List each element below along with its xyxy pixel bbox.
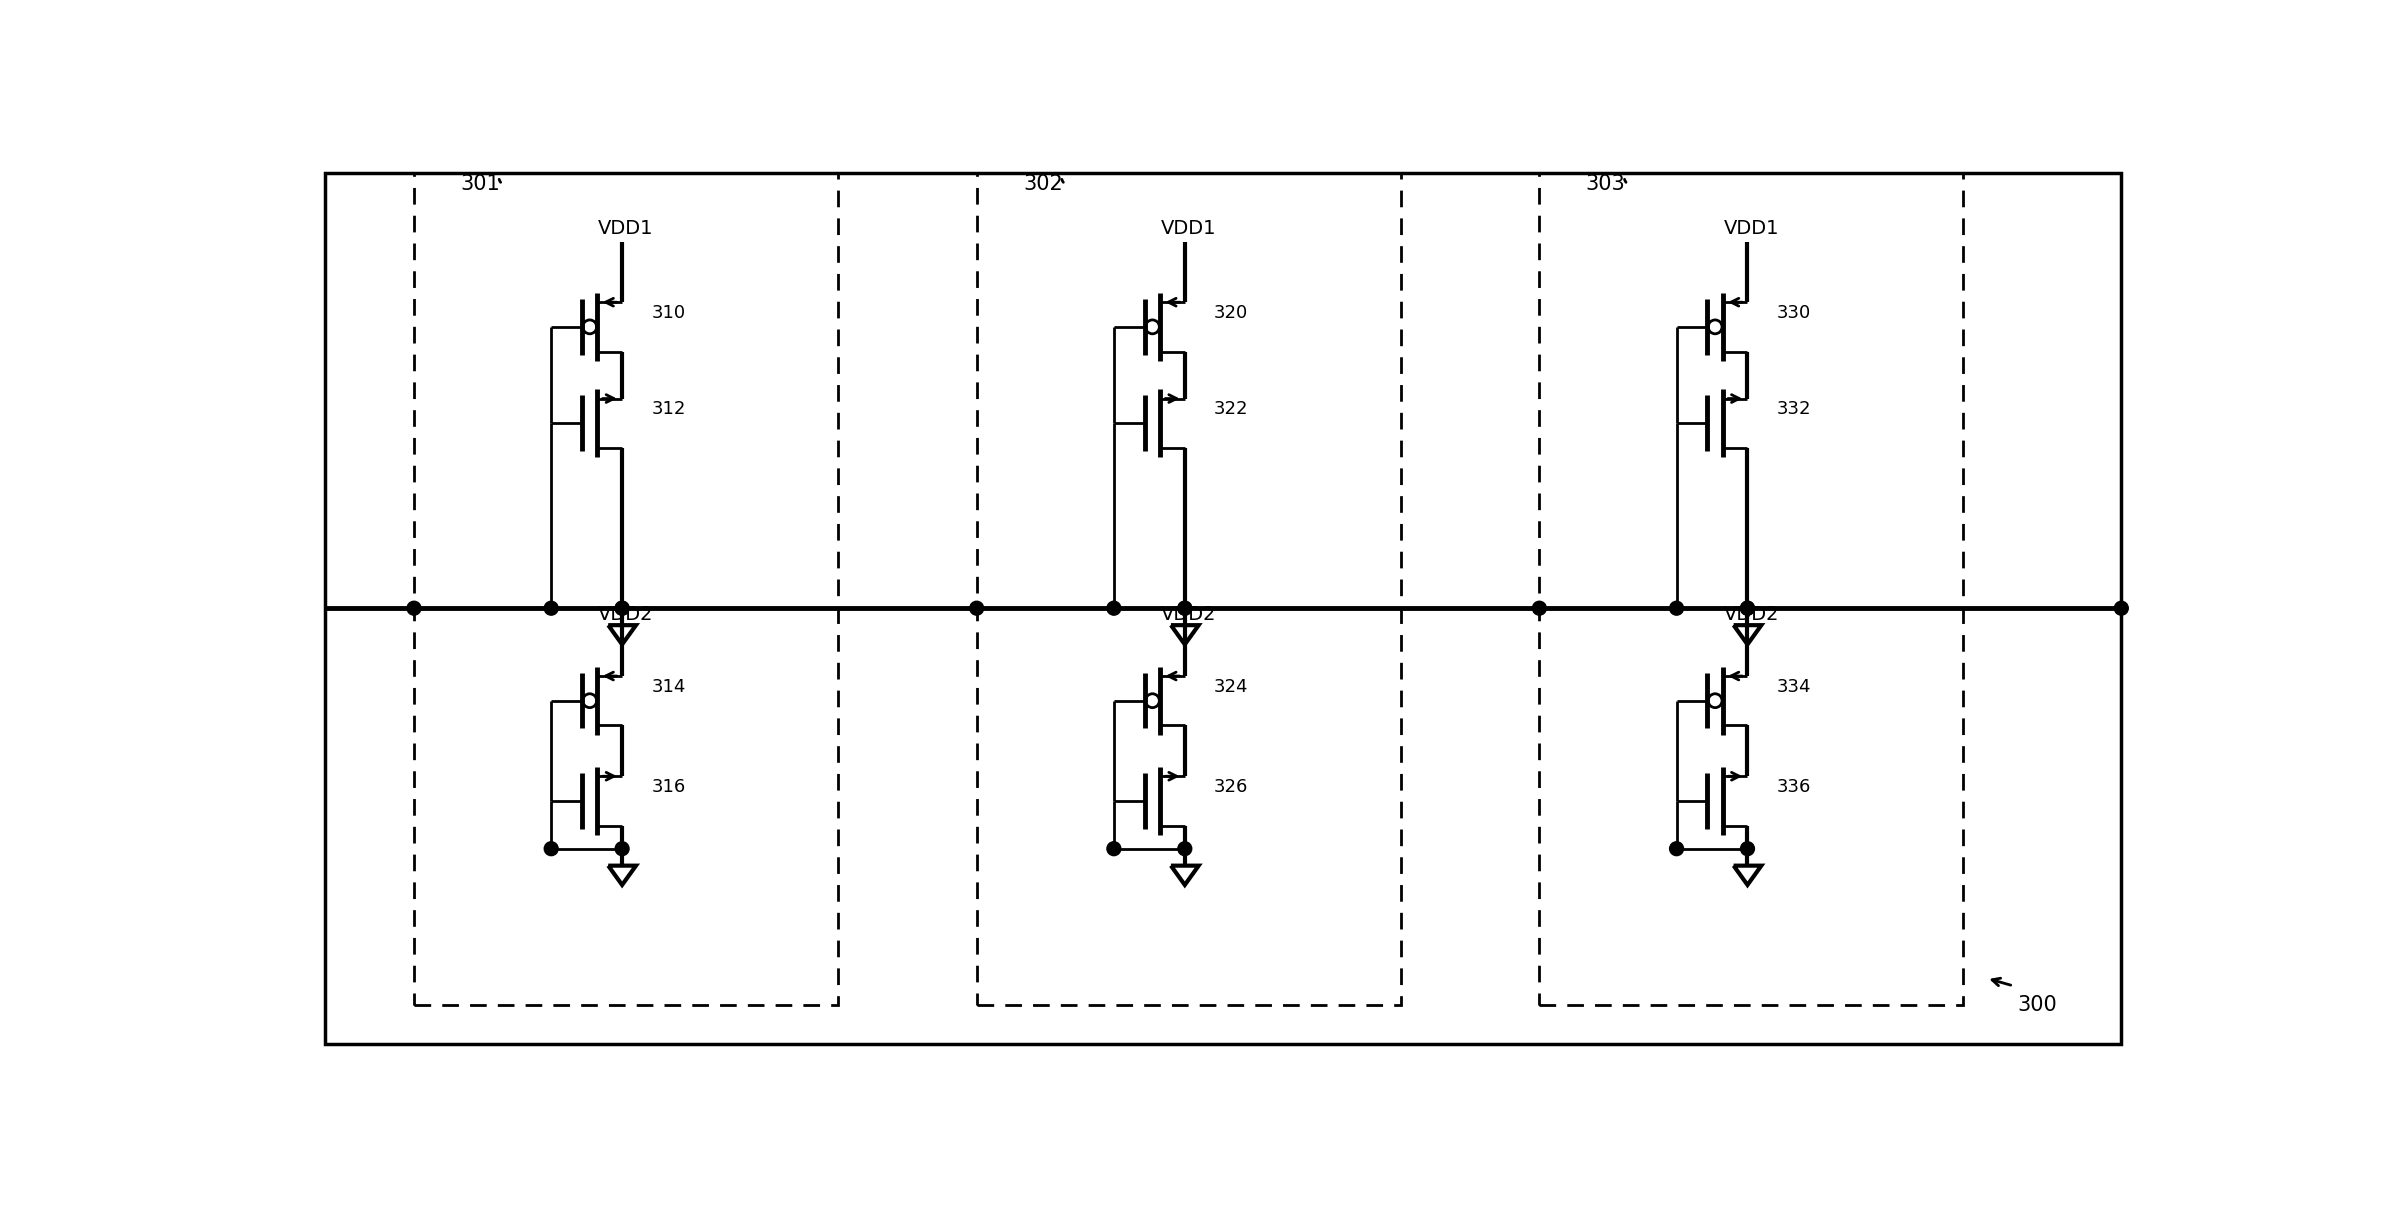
Bar	[413, 172, 838, 1005]
Text: 326: 326	[1215, 778, 1248, 796]
Circle shape	[1108, 842, 1122, 856]
Text: 322: 322	[1215, 400, 1248, 418]
Text: 330: 330	[1776, 304, 1812, 322]
Text: 334: 334	[1776, 678, 1812, 696]
Circle shape	[1177, 601, 1191, 616]
Text: 310: 310	[652, 304, 685, 322]
Text: 301: 301	[461, 175, 499, 194]
Circle shape	[1177, 842, 1191, 856]
Text: 324: 324	[1215, 678, 1248, 696]
Bar	[1540, 172, 1962, 1005]
Text: 332: 332	[1776, 400, 1812, 418]
Circle shape	[408, 601, 420, 616]
Circle shape	[1740, 601, 1754, 616]
Circle shape	[544, 601, 559, 616]
Circle shape	[544, 842, 559, 856]
Text: VDD1: VDD1	[1723, 219, 1778, 239]
Circle shape	[1108, 601, 1122, 616]
Text: 302: 302	[1024, 175, 1062, 194]
Text: 300: 300	[2017, 995, 2058, 1016]
Circle shape	[1740, 601, 1754, 616]
Circle shape	[1669, 601, 1683, 616]
Text: VDD1: VDD1	[1160, 219, 1217, 239]
Text: VDD2: VDD2	[1723, 605, 1778, 624]
Circle shape	[616, 601, 630, 616]
Circle shape	[1669, 842, 1683, 856]
Circle shape	[616, 601, 630, 616]
Circle shape	[1177, 601, 1191, 616]
Bar	[976, 172, 1401, 1005]
Circle shape	[969, 601, 983, 616]
Circle shape	[1740, 842, 1754, 856]
Text: VDD2: VDD2	[599, 605, 654, 624]
Text: 314: 314	[652, 678, 685, 696]
Text: 303: 303	[1585, 175, 1626, 194]
Circle shape	[2115, 601, 2129, 616]
Circle shape	[616, 842, 630, 856]
Circle shape	[1532, 601, 1547, 616]
Text: VDD1: VDD1	[599, 219, 654, 239]
Text: 336: 336	[1776, 778, 1812, 796]
Text: 320: 320	[1215, 304, 1248, 322]
Text: 316: 316	[652, 778, 685, 796]
Text: 312: 312	[652, 400, 685, 418]
Text: VDD2: VDD2	[1160, 605, 1217, 624]
